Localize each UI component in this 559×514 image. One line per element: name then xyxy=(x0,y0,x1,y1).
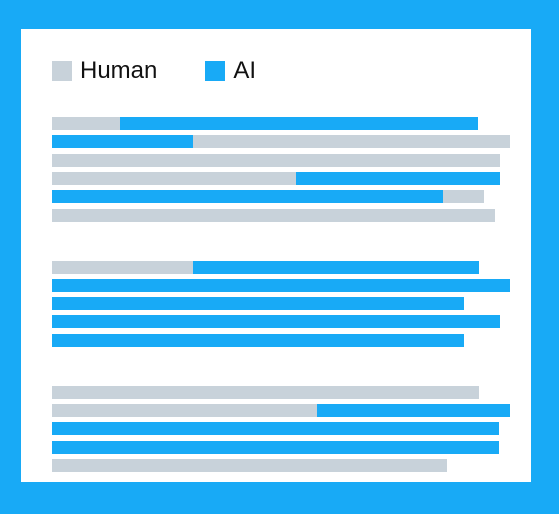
text-line-bar xyxy=(52,422,499,436)
text-bars xyxy=(52,117,512,472)
text-line-bar xyxy=(52,385,479,399)
legend-label-ai: AI xyxy=(233,57,257,84)
legend-swatch-ai xyxy=(205,61,226,81)
text-line-bar xyxy=(52,297,464,311)
text-line-bar xyxy=(52,333,464,347)
ai-segment xyxy=(52,315,500,329)
human-segment xyxy=(52,171,296,185)
legend-item-ai: AI xyxy=(205,59,256,83)
human-segment xyxy=(52,385,479,399)
text-line-bar xyxy=(52,315,500,329)
human-segment xyxy=(52,404,318,417)
text-line-bar xyxy=(52,260,479,274)
legend: Human AI xyxy=(52,59,304,83)
text-line-bar xyxy=(52,171,500,185)
ai-segment xyxy=(52,278,510,292)
ai-segment xyxy=(52,422,499,436)
legend-swatch-human xyxy=(52,61,72,81)
human-segment xyxy=(52,208,495,222)
legend-label-human: Human xyxy=(80,57,158,84)
ai-segment xyxy=(52,297,464,311)
ai-segment xyxy=(295,171,500,185)
human-segment xyxy=(52,458,447,472)
text-line-bar xyxy=(52,458,447,472)
text-line-bar xyxy=(52,208,495,222)
ai-segment xyxy=(52,135,193,149)
human-segment xyxy=(52,260,193,274)
human-segment xyxy=(192,135,510,149)
text-line-bar xyxy=(52,117,478,130)
text-line-bar xyxy=(52,153,500,167)
ai-segment xyxy=(119,117,478,130)
text-line-bar xyxy=(52,440,499,454)
text-line-bar xyxy=(52,278,510,292)
ai-segment xyxy=(192,260,479,274)
human-segment xyxy=(52,153,500,167)
document-panel: Human AI xyxy=(21,29,531,482)
text-line-bar xyxy=(52,404,510,417)
ai-segment xyxy=(52,440,499,454)
human-segment xyxy=(52,117,120,130)
ai-segment xyxy=(52,333,464,347)
text-line-bar xyxy=(52,135,510,149)
text-line-bar xyxy=(52,190,485,204)
human-segment xyxy=(442,190,485,204)
legend-item-human: Human xyxy=(52,59,157,83)
ai-segment xyxy=(52,190,443,204)
ai-segment xyxy=(317,404,510,417)
